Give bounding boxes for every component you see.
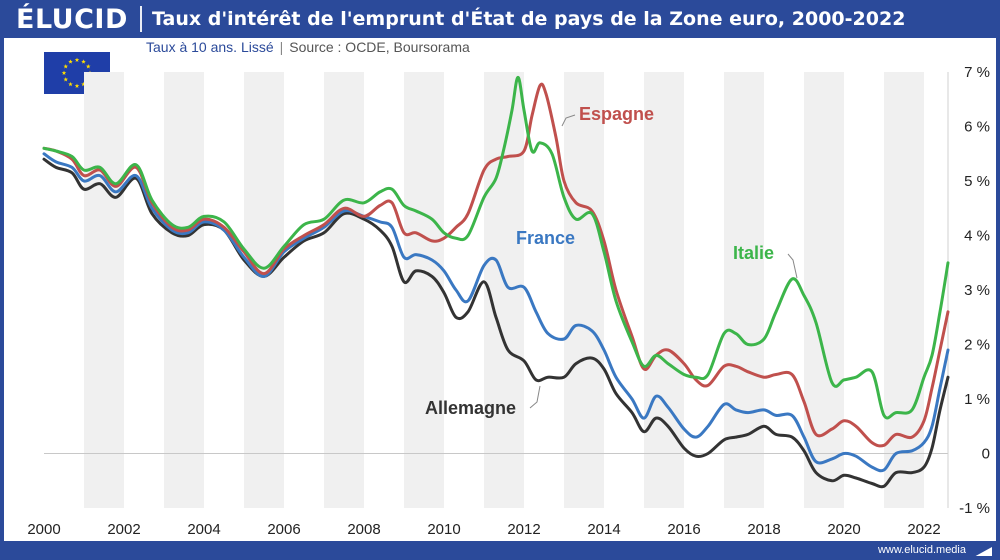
x-tick-label: 2010 xyxy=(427,521,460,538)
chart-subtitle: Taux à 10 ans. Lissé | Source : OCDE, Bour… xyxy=(146,39,470,55)
leader-line-allemagne xyxy=(529,385,541,409)
brand-logo[interactable]: ÉLUCID xyxy=(16,3,128,35)
flag-star-icon xyxy=(68,81,73,87)
leader-line-espagne xyxy=(561,114,576,127)
footer-url[interactable]: www.elucid.media xyxy=(877,544,966,556)
series-line-france xyxy=(42,152,950,473)
year-band xyxy=(164,72,204,508)
x-tick-label: 2014 xyxy=(587,521,620,538)
year-band xyxy=(324,72,364,508)
y-tick-label: 3 % xyxy=(964,282,990,299)
year-band xyxy=(404,72,444,508)
year-band xyxy=(244,72,284,508)
series-label-italie: Italie xyxy=(733,243,774,263)
flag-star-icon xyxy=(61,70,67,75)
subtitle-main: Taux à 10 ans. Lissé xyxy=(146,39,274,55)
x-tick-label: 2004 xyxy=(187,521,220,538)
y-tick-label: 7 % xyxy=(964,64,990,81)
x-tick-label: 2008 xyxy=(347,521,380,538)
flag-star-icon xyxy=(68,59,73,64)
y-tick-label: 6 % xyxy=(964,119,990,136)
subtitle-divider: | xyxy=(279,39,284,55)
header-bar: ÉLUCID Taux d'intérêt de l'emprunt d'Éta… xyxy=(0,0,1000,38)
year-band xyxy=(564,72,604,508)
flag-star-icon xyxy=(85,64,91,69)
x-tick-label: 2012 xyxy=(507,521,540,538)
x-tick-label: 2002 xyxy=(107,521,140,538)
x-tick-label: 2006 xyxy=(267,521,300,538)
flag-star-icon xyxy=(81,59,86,64)
header-divider xyxy=(140,6,142,32)
flag-star-icon xyxy=(81,81,86,87)
series-label-espagne: Espagne xyxy=(579,104,654,124)
flag-star-icon xyxy=(63,64,69,69)
chart-title: Taux d'intérêt de l'emprunt d'État de pa… xyxy=(152,8,906,30)
series-line-espagne xyxy=(42,82,950,448)
year-band xyxy=(644,72,684,508)
x-tick-label: 2016 xyxy=(667,521,700,538)
y-tick-label: 2 % xyxy=(964,337,990,354)
y-tick-label: -1 % xyxy=(959,500,990,517)
x-tick-label: 2022 xyxy=(907,521,940,538)
y-tick-label: 1 % xyxy=(964,391,990,408)
year-band xyxy=(84,72,124,508)
footer-bar: www.elucid.media xyxy=(0,541,1000,560)
series-line-italie xyxy=(42,75,950,420)
leader-line-italie xyxy=(787,253,798,279)
flag-star-icon xyxy=(63,77,69,82)
flag-star-icon xyxy=(74,83,80,88)
x-tick-label: 2018 xyxy=(747,521,780,538)
y-tick-label: 5 % xyxy=(964,173,990,190)
subtitle-source: Source : OCDE, Boursorama xyxy=(289,39,470,55)
series-label-allemagne: Allemagne xyxy=(425,398,516,418)
series-label-france: France xyxy=(516,228,575,248)
x-tick-label: 2000 xyxy=(27,521,60,538)
y-tick-label: 4 % xyxy=(964,228,990,245)
x-tick-label: 2020 xyxy=(827,521,860,538)
flag-star-icon xyxy=(74,57,80,62)
elucid-mark-icon xyxy=(972,547,992,558)
y-tick-label: 0 xyxy=(982,446,990,463)
